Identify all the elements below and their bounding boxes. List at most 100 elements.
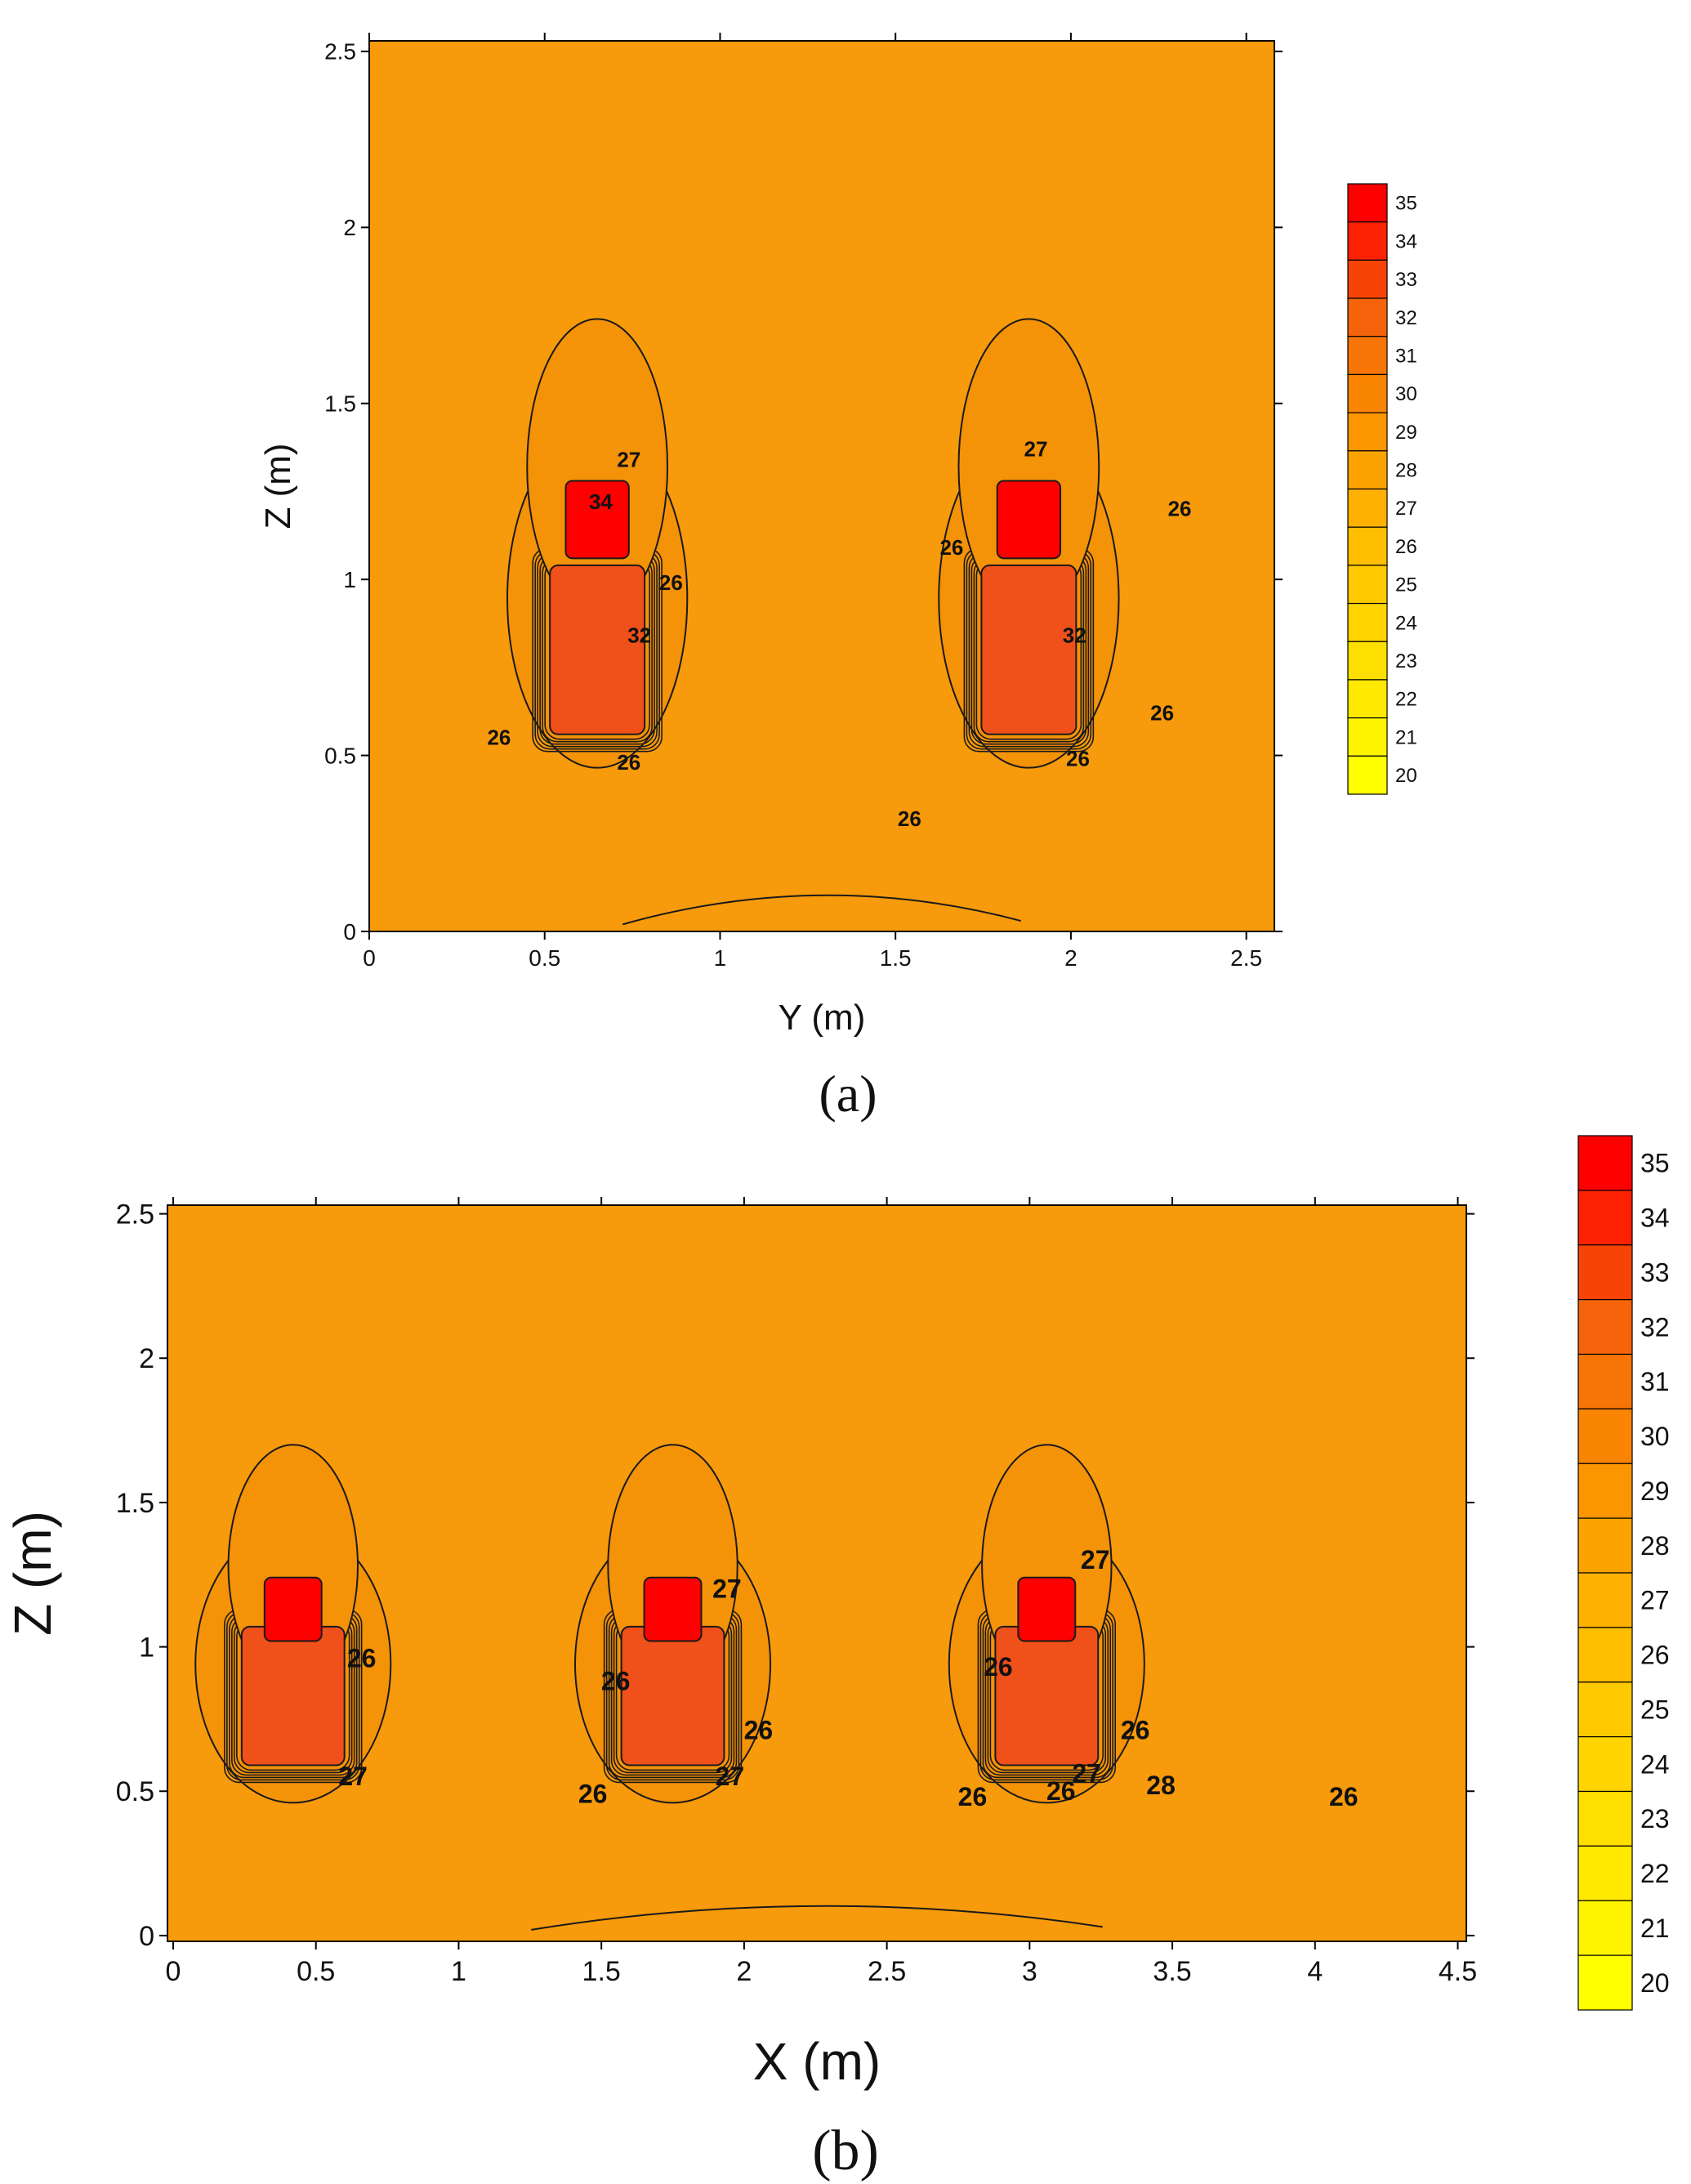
colorbar-cell <box>1577 1517 1633 1574</box>
contour-label: 26 <box>617 750 640 775</box>
head-hot-region <box>996 480 1062 560</box>
colorbar-label: 26 <box>1640 1641 1670 1670</box>
panel-a: 0 0.5 1 1.5 2 2.500.511.522.52734263226262627… <box>258 33 1417 1123</box>
y-tick-label: 2.5 <box>116 1199 154 1230</box>
contour-label: 26 <box>487 726 511 750</box>
head-hot-region <box>643 1576 703 1642</box>
colorbar-cell <box>1577 1845 1633 1901</box>
contour-label: 26 <box>958 1782 988 1811</box>
x-tick-label: 2 <box>1064 945 1078 971</box>
colorbar-cell <box>1577 1572 1633 1628</box>
colorbar-label: 33 <box>1640 1257 1670 1287</box>
colorbar-cell <box>1347 602 1388 642</box>
x-axis-label: X (m) <box>753 2032 881 2091</box>
colorbar-label: 21 <box>1640 1914 1670 1943</box>
y-tick-label: 0.5 <box>324 743 356 768</box>
colorbar-label: 29 <box>1395 422 1417 444</box>
y-tick-label: 1.5 <box>116 1488 154 1519</box>
colorbar-label: 29 <box>1640 1476 1670 1506</box>
colorbar-cell <box>1347 450 1388 490</box>
floor-contour <box>622 894 1022 926</box>
contour-label: 26 <box>898 806 921 831</box>
head-hot-region <box>564 480 630 560</box>
y-tick-label: 1 <box>343 567 356 592</box>
x-tick-label: 1 <box>714 945 727 971</box>
colorbar-label: 23 <box>1395 650 1417 672</box>
contour-label: 32 <box>1063 623 1086 648</box>
body-hot-region <box>980 564 1078 735</box>
panel-label: (a) <box>819 1065 877 1123</box>
colorbar: 35 34 33 32 31 30 29 28 27 26 25 24 23 22 21 20 <box>1347 183 1417 795</box>
y-tick-label: 1 <box>139 1632 154 1664</box>
colorbar-label: 24 <box>1640 1749 1670 1779</box>
colorbar-cell <box>1577 1353 1633 1409</box>
colorbar-cell <box>1577 1790 1633 1847</box>
colorbar-cell <box>1347 755 1388 795</box>
colorbar-cell <box>1347 717 1388 757</box>
plot-frame <box>167 1204 1467 1942</box>
contour-label: 26 <box>347 1643 377 1673</box>
colorbar-cell <box>1577 1299 1633 1356</box>
colorbar-label: 34 <box>1640 1204 1670 1233</box>
colorbar-label: 28 <box>1395 460 1417 482</box>
x-tick-label: 1 <box>451 1956 466 1987</box>
contour-label: 27 <box>1024 436 1048 461</box>
colorbar-cell <box>1347 336 1388 376</box>
colorbar-label: 33 <box>1395 269 1417 291</box>
colorbar-label: 22 <box>1640 1859 1670 1888</box>
contour-label: 26 <box>1168 497 1192 521</box>
contour-label: 27 <box>1081 1545 1110 1574</box>
contour-label: 27 <box>1072 1759 1101 1789</box>
x-tick-label: 1.5 <box>582 1956 621 1987</box>
floor-contour <box>531 1905 1103 1931</box>
x-tick-label: 3 <box>1022 1956 1037 1987</box>
y-tick-label: 0 <box>343 919 356 945</box>
contour-label: 28 <box>1146 1771 1176 1800</box>
contour-label: 26 <box>1150 701 1174 726</box>
head-hot-region <box>1017 1576 1077 1642</box>
body-hot-region <box>240 1625 346 1766</box>
x-tick-label: 3.5 <box>1153 1956 1191 1987</box>
contour-label: 26 <box>1121 1716 1150 1745</box>
body-hot-region <box>994 1625 1100 1766</box>
x-tick-label: 2 <box>736 1956 752 1987</box>
x-tick-label: 0.5 <box>529 945 560 971</box>
body-hot-region <box>620 1625 725 1766</box>
y-tick-label: 0.5 <box>116 1776 154 1807</box>
colorbar: 35 34 33 32 31 30 29 28 27 26 25 24 23 22 21 20 <box>1577 1135 1670 2011</box>
x-tick-label: 0.5 <box>297 1956 335 1987</box>
x-tick-label: 4.5 <box>1439 1956 1477 1987</box>
panel-b: 0 0.5 1 1.5 2 2.5 3 3.5 4 4.500.511.522.526272626… <box>3 1135 1670 2182</box>
colorbar-label: 26 <box>1395 536 1417 558</box>
x-tick-label: 4 <box>1307 1956 1323 1987</box>
colorbar-cell <box>1577 1135 1633 1191</box>
contour-label: 26 <box>939 535 963 560</box>
contour-label: 27 <box>338 1762 368 1791</box>
contour-label: 26 <box>1046 1776 1076 1806</box>
x-tick-label: 1.5 <box>880 945 912 971</box>
colorbar-cell <box>1577 1190 1633 1246</box>
contour-label: 26 <box>984 1652 1013 1682</box>
x-tick-label: 2.5 <box>1230 945 1262 971</box>
colorbar-cell <box>1577 1736 1633 1793</box>
colorbar-label: 31 <box>1395 345 1417 367</box>
y-tick-label: 1.5 <box>324 391 356 417</box>
y-tick-label: 0 <box>139 1921 154 1952</box>
colorbar-cell <box>1347 679 1388 719</box>
panel-label: (b) <box>812 2119 879 2182</box>
colorbar-label: 20 <box>1640 1968 1670 1998</box>
contour-label: 27 <box>716 1762 745 1791</box>
contour-label: 26 <box>578 1779 608 1808</box>
colorbar-cell <box>1347 565 1388 605</box>
colorbar-label: 24 <box>1395 612 1417 634</box>
colorbar-cell <box>1577 1408 1633 1464</box>
y-tick-label: 2 <box>139 1343 154 1374</box>
x-tick-label: 0 <box>166 1956 181 1987</box>
colorbar-label: 27 <box>1395 498 1417 520</box>
colorbar-label: 27 <box>1640 1586 1670 1615</box>
colorbar-cell <box>1577 1954 1633 2011</box>
colorbar-cell <box>1577 1627 1633 1683</box>
colorbar-label: 32 <box>1395 307 1417 329</box>
colorbar-cell <box>1347 259 1388 299</box>
